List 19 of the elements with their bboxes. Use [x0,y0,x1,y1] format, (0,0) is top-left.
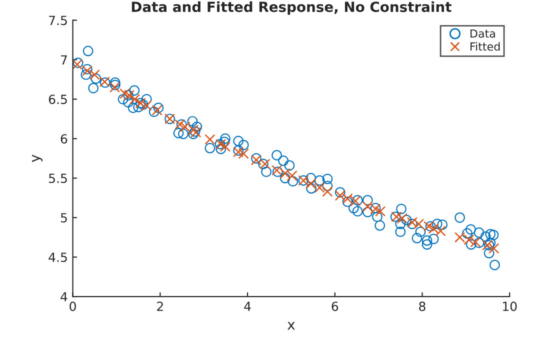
y-tick-label: 5 [60,213,67,223]
x-tick-label: 6 [332,302,338,312]
y-tick-label: 6 [60,134,68,144]
y-tick-label: 6.5 [48,94,67,104]
chart-title: Data and Fitted Response, No Constraint [132,1,452,15]
x-tick-label: 2 [157,302,163,311]
y-tick-label: 5.5 [49,174,67,184]
y-axis-title: y [32,154,43,162]
y-tick-label: 7.5 [49,16,67,26]
legend-label: Data [470,29,495,38]
x-tick-label: 4 [244,302,251,311]
y-tick-label: 7 [61,55,67,64]
y-tick-label: 4.5 [48,252,67,262]
x-tick-label: 0 [70,302,76,312]
y-tick-label: 4 [60,292,68,302]
x-tick-label: 10 [503,302,517,312]
x-axis-title: x [287,322,295,330]
legend-label: Fitted [470,42,500,51]
x-tick-label: 8 [419,302,426,312]
